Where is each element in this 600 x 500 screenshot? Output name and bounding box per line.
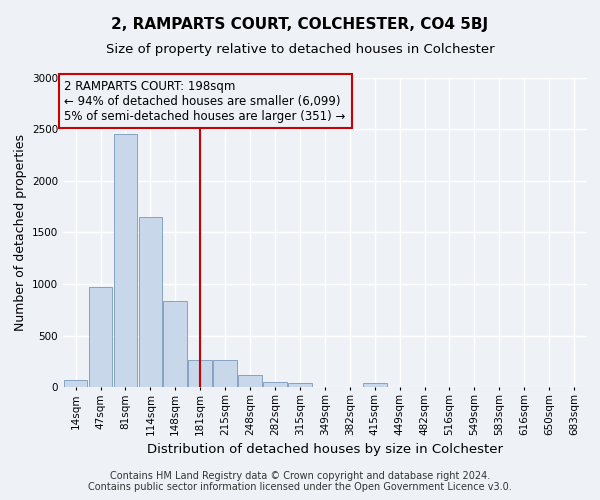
Bar (188, 360, 212, 388)
Bar (139, 217, 162, 388)
Bar (214, 360, 237, 388)
Bar (363, 384, 386, 388)
Text: Size of property relative to detached houses in Colchester: Size of property relative to detached ho… (106, 42, 494, 56)
Text: 2, RAMPARTS COURT, COLCHESTER, CO4 5BJ: 2, RAMPARTS COURT, COLCHESTER, CO4 5BJ (112, 18, 488, 32)
Text: 2 RAMPARTS COURT: 198sqm
← 94% of detached houses are smaller (6,099)
5% of semi: 2 RAMPARTS COURT: 198sqm ← 94% of detach… (64, 80, 346, 122)
X-axis label: Distribution of detached houses by size in Colchester: Distribution of detached houses by size … (147, 444, 503, 456)
Bar (163, 300, 187, 388)
Bar (263, 382, 287, 388)
Bar (89, 286, 112, 388)
Bar (288, 384, 312, 388)
Bar (64, 380, 88, 388)
Bar (113, 134, 137, 388)
Text: Contains HM Land Registry data © Crown copyright and database right 2024.
Contai: Contains HM Land Registry data © Crown c… (88, 471, 512, 492)
Y-axis label: Number of detached properties: Number of detached properties (14, 134, 26, 331)
Bar (238, 375, 262, 388)
